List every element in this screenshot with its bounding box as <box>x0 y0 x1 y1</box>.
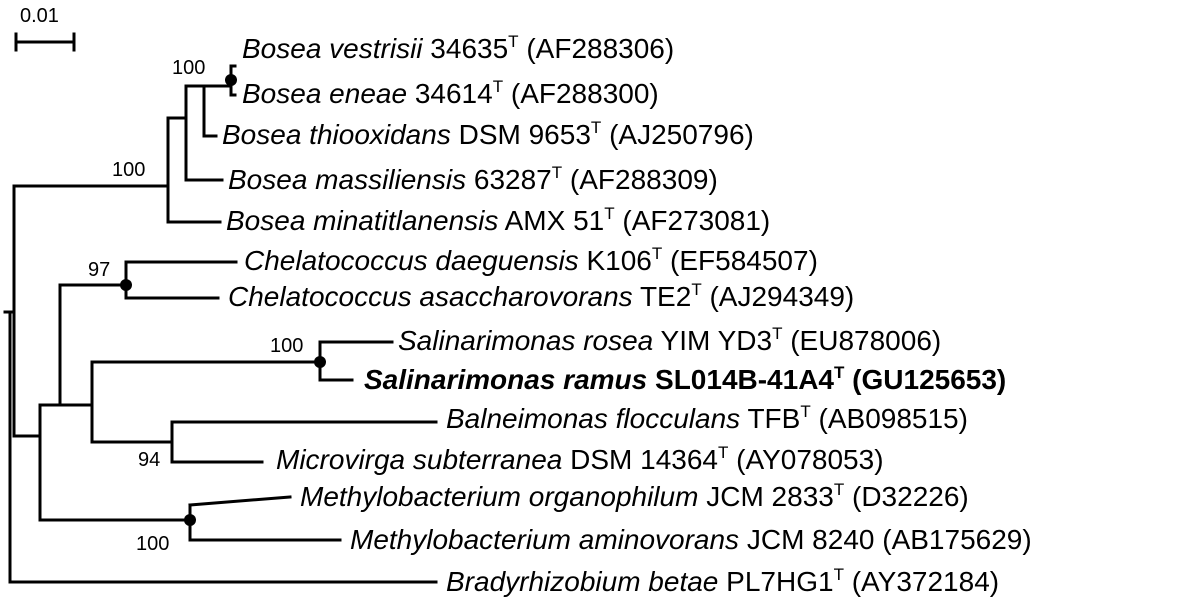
strain-name: JCM 2833 <box>706 481 834 512</box>
taxon-labels: Bosea vestrisii 34635T (AF288306) Bosea … <box>222 32 1032 597</box>
species-name: Bosea vestrisii <box>242 33 423 64</box>
accession-number: (D32226) <box>844 481 969 512</box>
node-dot-bosea <box>225 74 237 86</box>
type-strain-marker: T <box>604 204 614 223</box>
strain-name: 63287 <box>474 164 552 195</box>
species-name: Bosea eneae <box>242 78 407 109</box>
accession-number: (EF584507) <box>662 245 818 276</box>
type-strain-marker: T <box>834 480 844 499</box>
strain-name: DSM 14364 <box>570 444 718 475</box>
bootstrap-label: 100 <box>172 57 205 79</box>
species-name: Chelatococcus asaccharovorans <box>228 281 633 312</box>
scale-bar-label: 0.01 <box>20 5 59 27</box>
taxon-label: Salinarimonas ramus SL014B-41A4T (GU1256… <box>364 363 1006 395</box>
species-name: Chelatococcus daeguensis <box>244 245 579 276</box>
type-strain-marker: T <box>772 324 782 343</box>
species-name: Bosea thiooxidans <box>222 119 451 150</box>
strain-name: TE2 <box>640 281 691 312</box>
taxon-label: Methylobacterium organophilum JCM 2833T … <box>300 480 969 512</box>
type-strain-marker: T <box>718 443 728 462</box>
bootstrap-label: 100 <box>270 335 303 357</box>
taxon-label: Balneimonas flocculans TFBT (AB098515) <box>446 402 968 434</box>
accession-number: (AF288306) <box>519 33 675 64</box>
strain-name: SL014B-41A4 <box>655 364 834 395</box>
node-markers <box>120 74 326 526</box>
taxon-label: Bosea massiliensis 63287T (AF288309) <box>228 163 718 195</box>
bootstrap-label: 97 <box>88 259 110 281</box>
strain-name: K106 <box>586 245 651 276</box>
accession-number: (AY078053) <box>728 444 883 475</box>
species-name: Salinarimonas rosea <box>398 325 653 356</box>
species-name: Balneimonas flocculans <box>446 403 740 434</box>
strain-name: 34614 <box>415 78 493 109</box>
strain-name: PL7HG1 <box>726 566 833 597</box>
type-strain-marker: T <box>493 77 503 96</box>
species-name: Bosea minatitlanensis <box>226 205 498 236</box>
accession-number: (EU878006) <box>782 325 941 356</box>
bootstrap-label: 94 <box>138 449 160 471</box>
type-strain-marker: T <box>591 118 601 137</box>
type-strain-marker: T <box>508 32 518 51</box>
taxon-label: Bradyrhizobium betae PL7HG1T (AY372184) <box>446 565 999 597</box>
species-name: Methylobacterium aminovorans <box>350 524 739 555</box>
tree-branches <box>3 64 438 584</box>
type-strain-marker: T <box>834 363 845 382</box>
node-dot-salinarimonas <box>314 356 326 368</box>
taxon-label: Salinarimonas rosea YIM YD3T (EU878006) <box>398 324 941 356</box>
type-strain-marker: T <box>800 402 810 421</box>
bootstrap-label: 100 <box>112 159 145 181</box>
species-name: Bosea massiliensis <box>228 164 466 195</box>
strain-name: TFB <box>747 403 800 434</box>
accession-number: (AF288300) <box>503 78 659 109</box>
accession-number: (AB175629) <box>874 524 1031 555</box>
taxon-label: Chelatococcus asaccharovorans TE2T (AJ29… <box>228 280 854 312</box>
type-strain-marker: T <box>652 244 662 263</box>
branch-methylo-organophilum-stub <box>188 495 292 507</box>
taxon-label: Bosea vestrisii 34635T (AF288306) <box>242 32 674 64</box>
taxon-label: Microvirga subterranea DSM 14364T (AY078… <box>276 443 884 475</box>
strain-name: JCM 8240 <box>747 524 875 555</box>
accession-number: (AJ250796) <box>601 119 754 150</box>
taxon-label: Bosea thiooxidans DSM 9653T (AJ250796) <box>222 118 754 150</box>
taxon-label: Bosea minatitlanensis AMX 51T (AF273081) <box>226 204 770 236</box>
species-name: Methylobacterium organophilum <box>300 481 698 512</box>
scale-bar: 0.01 <box>14 5 76 52</box>
strain-name: YIM YD3 <box>661 325 773 356</box>
accession-number: (AF273081) <box>615 205 771 236</box>
accession-number: (AF288309) <box>562 164 718 195</box>
type-strain-marker: T <box>552 163 562 182</box>
accession-number: (GU125653) <box>844 364 1006 395</box>
type-strain-marker: T <box>691 280 701 299</box>
strain-name: 34635 <box>430 33 508 64</box>
taxon-label: Chelatococcus daeguensis K106T (EF584507… <box>244 244 818 276</box>
node-dot-chelatococcus <box>120 279 132 291</box>
bootstrap-values: 100 100 97 100 94 100 <box>88 57 303 555</box>
species-name: Microvirga subterranea <box>276 444 562 475</box>
strain-name: AMX 51 <box>505 205 605 236</box>
species-name: Bradyrhizobium betae <box>446 566 718 597</box>
type-strain-marker: T <box>834 565 844 584</box>
taxon-label: Methylobacterium aminovorans JCM 8240 (A… <box>350 524 1032 555</box>
accession-number: (AY372184) <box>844 566 999 597</box>
accession-number: (AJ294349) <box>702 281 855 312</box>
species-name: Salinarimonas ramus <box>364 364 647 395</box>
bootstrap-label: 100 <box>136 533 169 555</box>
strain-name: DSM 9653 <box>459 119 591 150</box>
taxon-label: Bosea eneae 34614T (AF288300) <box>242 77 659 109</box>
node-dot-methylobacterium <box>184 514 196 526</box>
accession-number: (AB098515) <box>811 403 968 434</box>
